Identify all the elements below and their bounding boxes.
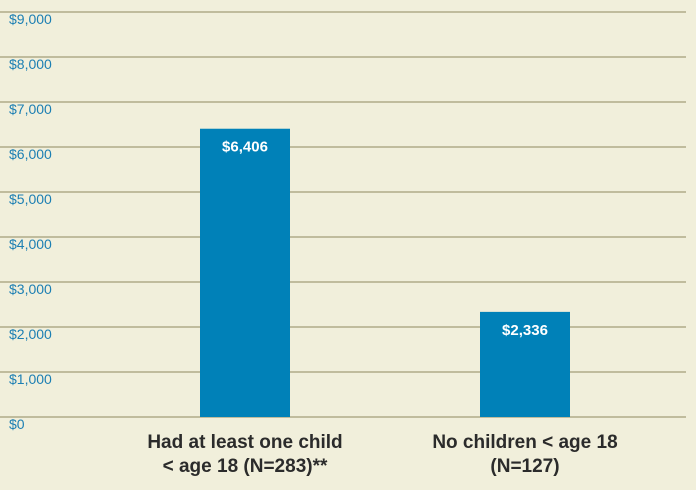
category-label: No children < age 18 xyxy=(432,432,617,453)
y-tick-label: $3,000 xyxy=(9,281,52,297)
category-label: < age 18 (N=283)** xyxy=(163,456,328,477)
y-axis-ticks: $0 $1,000 $2,000 $3,000 $4,000 $5,000 $6,000 $7… xyxy=(9,11,52,432)
y-tick-label: $5,000 xyxy=(9,191,52,207)
bars xyxy=(200,128,570,418)
data-labels: $6,406 $2,336 xyxy=(222,139,548,339)
y-tick-label: $9,000 xyxy=(9,11,52,27)
data-label: $2,336 xyxy=(502,322,548,339)
y-tick-label: $1,000 xyxy=(9,371,52,387)
gridlines xyxy=(0,11,686,418)
category-label: (N=127) xyxy=(490,456,559,477)
y-tick-label: $0 xyxy=(9,416,25,432)
y-tick-label: $2,000 xyxy=(9,326,52,342)
bar xyxy=(200,128,290,418)
y-tick-label: $6,000 xyxy=(9,146,52,162)
y-tick-label: $8,000 xyxy=(9,56,52,72)
bar xyxy=(480,311,570,417)
category-label: Had at least one child xyxy=(147,432,342,453)
x-axis-categories: Had at least one child < age 18 (N=283)**… xyxy=(147,432,617,477)
data-label: $6,406 xyxy=(222,139,268,156)
y-tick-label: $7,000 xyxy=(9,101,52,117)
y-tick-label: $4,000 xyxy=(9,236,52,252)
